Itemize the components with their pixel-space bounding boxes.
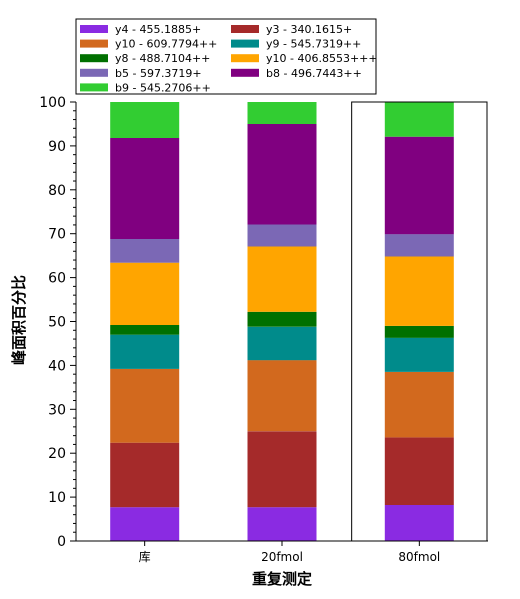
- legend-entry-label: y9 - 545.7319++: [266, 38, 361, 51]
- bar-segment-0-4: [110, 325, 180, 335]
- legend-entry-label: y10 - 406.8553+++: [266, 52, 378, 65]
- bars-group: [110, 102, 454, 541]
- bar-segment-1-3: [247, 326, 317, 361]
- legend-entry-label: b5 - 597.3719+: [115, 67, 202, 80]
- legend-swatch: [231, 25, 259, 33]
- bar-segment-2-8: [384, 102, 454, 137]
- y-tick-label: 90: [48, 139, 66, 155]
- y-tick-label: 20: [48, 446, 66, 462]
- legend-swatch: [231, 54, 259, 63]
- legend-entry-label: y4 - 455.1885+: [115, 23, 201, 36]
- y-axis-title: 峰面积百分比: [10, 275, 28, 365]
- bar-segment-0-0: [110, 507, 180, 541]
- bar-segment-1-6: [247, 224, 317, 247]
- x-category-labels: 库 20fmol 80fmol: [139, 549, 441, 564]
- y-tick-label: 10: [48, 490, 66, 506]
- bar-segment-2-1: [384, 437, 454, 505]
- legend-swatch: [80, 25, 108, 33]
- y-tick-labels: 0 10 20 30 40 50 60 70 80 90 100: [39, 95, 66, 550]
- legend-swatch: [80, 39, 108, 48]
- bar-segment-2-6: [384, 234, 454, 257]
- y-tick-label: 30: [48, 402, 66, 418]
- x-category-label: 80fmol: [398, 550, 440, 564]
- legend-entry-label: b9 - 545.2706++: [115, 81, 211, 94]
- y-tick-label: 40: [48, 358, 66, 374]
- bar-segment-2-4: [384, 325, 454, 338]
- y-tick-label: 50: [48, 315, 66, 331]
- legend: y4 - 455.1885+ y3 - 340.1615+ y10 - 609.77…: [75, 18, 378, 95]
- bar-segment-0-1: [110, 442, 180, 508]
- y-tick-label: 60: [48, 271, 66, 287]
- legend-swatch: [80, 54, 108, 63]
- y-tick-label: 100: [39, 95, 66, 111]
- y-tick-label: 0: [57, 534, 66, 550]
- bar-segment-1-2: [247, 360, 317, 432]
- bar-segment-1-4: [247, 311, 317, 327]
- bar-segment-0-8: [110, 102, 180, 138]
- legend-swatch: [80, 68, 108, 77]
- legend-entry-label: y8 - 488.7104++: [115, 52, 210, 65]
- bar-segment-2-0: [384, 505, 454, 541]
- y-tick-label: 70: [48, 227, 66, 243]
- bar-segment-1-0: [247, 507, 317, 541]
- bar-segment-2-2: [384, 372, 454, 438]
- bar-segment-0-5: [110, 262, 180, 325]
- bar-segment-2-3: [384, 337, 454, 372]
- legend-swatch: [231, 39, 259, 48]
- legend-swatch: [231, 68, 259, 77]
- x-category-label: 库: [139, 549, 151, 564]
- legend-entry-label: y10 - 609.7794++: [115, 38, 217, 51]
- bar-segment-0-2: [110, 368, 180, 443]
- bar-segment-2-5: [384, 256, 454, 326]
- y-tick-label: 80: [48, 183, 66, 199]
- legend-box: [75, 18, 377, 95]
- x-axis-title: 重复测定: [252, 570, 312, 588]
- legend-entry-label: b8 - 496.7443++: [266, 67, 362, 80]
- bar-segment-2-7: [384, 136, 454, 235]
- bar-segment-1-7: [247, 124, 317, 225]
- bar-segment-0-3: [110, 334, 180, 369]
- bar-segment-0-7: [110, 138, 180, 239]
- bar-segment-1-8: [247, 102, 317, 124]
- bar-segment-1-5: [247, 246, 317, 312]
- bar-segment-1-1: [247, 431, 317, 508]
- x-category-label: 20fmol: [261, 550, 303, 564]
- legend-entry-label: y3 - 340.1615+: [266, 23, 352, 36]
- bar-segment-0-6: [110, 239, 180, 263]
- legend-swatch: [80, 83, 108, 92]
- axes: [70, 101, 488, 546]
